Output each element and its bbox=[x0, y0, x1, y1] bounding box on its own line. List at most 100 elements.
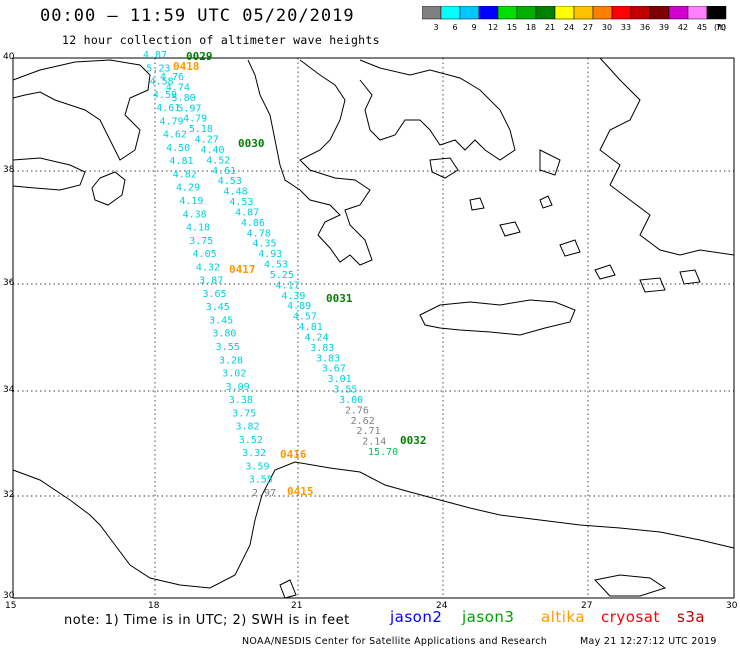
legend-jason2: jason2 bbox=[390, 608, 443, 626]
coastlines bbox=[12, 57, 735, 599]
wave-height-value: 3.65 bbox=[202, 289, 226, 300]
wave-height-value: 3.80 bbox=[212, 329, 236, 340]
pass-label: 0416 bbox=[280, 448, 307, 461]
legend-s3a: s3a bbox=[677, 608, 706, 626]
lon-label-18: 18 bbox=[148, 601, 160, 611]
wave-height-value: 3.59 bbox=[245, 461, 269, 472]
pass-label: 0418 bbox=[173, 60, 200, 73]
wave-height-value: 4.40 bbox=[200, 145, 224, 156]
colorbar-tick: 36 bbox=[640, 23, 650, 32]
wave-height-value: 4.53 bbox=[229, 197, 253, 208]
wave-height-value: 5.80 bbox=[172, 93, 196, 104]
lon-label-24: 24 bbox=[436, 601, 448, 611]
lon-label-15: 15 bbox=[5, 601, 17, 611]
lat-label-38: 38 bbox=[3, 165, 15, 175]
wave-height-value: 2.14 bbox=[362, 437, 386, 448]
wave-height-value: 4.53 bbox=[218, 176, 242, 187]
track-a-values: 4.875.234.584.594.614.794.624.504.814.82… bbox=[143, 50, 276, 499]
wave-height-value: 3.45 bbox=[209, 315, 233, 326]
wave-height-value: 4.81 bbox=[299, 322, 323, 333]
credit-line: NOAA/NESDIS Center for Satellite Applica… bbox=[242, 636, 548, 647]
wave-height-value: 4.57 bbox=[293, 312, 317, 323]
wave-height-value: 4.17 bbox=[276, 280, 300, 291]
wave-height-value: 5.25 bbox=[270, 270, 294, 281]
map-subtitle: 12 hour collection of altimeter wave hei… bbox=[62, 33, 380, 47]
colorbar-tick: 39 bbox=[659, 23, 669, 32]
wave-height-value: 4.27 bbox=[195, 135, 219, 146]
colorbar-tick: 42 bbox=[678, 23, 688, 32]
pass-label: 0415 bbox=[287, 485, 314, 498]
wave-height-value: 4.76 bbox=[160, 72, 184, 83]
lat-label-30: 30 bbox=[3, 591, 15, 601]
pass-label: 0417 bbox=[229, 263, 256, 276]
colorbar-tick: 27 bbox=[583, 23, 593, 32]
wave-height-value: 4.32 bbox=[196, 262, 220, 273]
wave-height-value: 3.38 bbox=[229, 395, 253, 406]
wave-height-value: 4.18 bbox=[186, 223, 210, 234]
wave-height-value: 4.59 bbox=[153, 90, 177, 101]
wave-height-value: 4.61 bbox=[156, 103, 180, 114]
wave-height-value: 4.74 bbox=[166, 82, 190, 93]
generated-timestamp: May 21 12:27:12 UTC 2019 bbox=[580, 636, 717, 647]
wave-height-value: 4.39 bbox=[281, 291, 305, 302]
wave-height-value: 4.61 bbox=[212, 166, 236, 177]
colorbar-tick: 9 bbox=[471, 23, 476, 32]
pass-label: 0029 bbox=[186, 50, 213, 63]
lat-label-34: 34 bbox=[3, 385, 15, 395]
colorbar-tick: 12 bbox=[488, 23, 498, 32]
wave-height-value: 3.01 bbox=[328, 374, 352, 385]
wave-height-value: 4.50 bbox=[166, 143, 190, 154]
wave-height-value: 4.62 bbox=[163, 130, 187, 141]
wave-height-value: 5.23 bbox=[146, 63, 170, 74]
wave-height-value: 4.79 bbox=[160, 116, 184, 127]
colorbar-tick: 15 bbox=[507, 23, 517, 32]
colorbar-tick: 24 bbox=[564, 23, 574, 32]
wave-height-value: 3.09 bbox=[226, 382, 250, 393]
wave-height-value: 3.32 bbox=[242, 448, 266, 459]
wave-height-colorbar: 3 6 9 12 15 18 21 24 27 30 33 36 39 42 45 70(ft) bbox=[422, 6, 727, 32]
wave-height-value: 5.97 bbox=[177, 103, 201, 114]
wave-height-value: 4.53 bbox=[264, 260, 288, 271]
wave-height-value: 3.02 bbox=[222, 369, 246, 380]
wave-height-value: 3.45 bbox=[206, 302, 230, 313]
wave-height-value: 3.75 bbox=[189, 236, 213, 247]
legend-cryosat: cryosat bbox=[601, 608, 660, 626]
colorbar-tick: 70 bbox=[716, 23, 726, 32]
wave-height-value: 3.28 bbox=[219, 355, 243, 366]
wave-height-value: 4.79 bbox=[183, 114, 207, 125]
wave-height-value: 4.86 bbox=[241, 218, 265, 229]
footer-note: note: 1) Time is in UTC; 2) SWH is in fe… bbox=[64, 613, 350, 628]
legend-altika: altika bbox=[541, 608, 586, 626]
wave-height-value: 4.87 bbox=[235, 207, 259, 218]
colorbar-tick: 33 bbox=[621, 23, 631, 32]
wave-height-value: 3.55 bbox=[333, 385, 357, 396]
wave-height-value: 4.52 bbox=[206, 155, 230, 166]
colorbar-tick: 3 bbox=[433, 23, 438, 32]
colorbar-tick: 21 bbox=[545, 23, 555, 32]
wave-height-value: 3.75 bbox=[232, 408, 256, 419]
wave-height-value: 3.52 bbox=[239, 435, 263, 446]
wave-height-value: 4.58 bbox=[150, 77, 174, 88]
wave-height-value: 4.89 bbox=[287, 301, 311, 312]
wave-height-value: 3.67 bbox=[322, 364, 346, 375]
colorbar-tick: 45 bbox=[697, 23, 707, 32]
wave-height-value: 4.93 bbox=[258, 249, 282, 260]
wave-height-value: 2.71 bbox=[356, 426, 380, 437]
wave-height-value: 3.83 bbox=[310, 343, 334, 354]
colorbar-tick: 6 bbox=[452, 23, 457, 32]
wave-height-value: 4.87 bbox=[143, 50, 167, 61]
wave-height-value: 3.00 bbox=[339, 395, 363, 406]
wave-height-value: 3.87 bbox=[199, 276, 223, 287]
wave-height-value: 4.35 bbox=[252, 239, 276, 250]
pass-label: 0030 bbox=[238, 137, 265, 150]
colorbar-tick: 30 bbox=[602, 23, 612, 32]
wave-height-value: 3.83 bbox=[316, 353, 340, 364]
wave-height-value: 4.05 bbox=[193, 249, 217, 260]
wave-height-value: 2.62 bbox=[351, 416, 375, 427]
lat-label-40: 40 bbox=[3, 52, 15, 62]
map-frame bbox=[12, 57, 735, 599]
wave-height-value: 4.82 bbox=[173, 169, 197, 180]
lon-label-27: 27 bbox=[581, 601, 593, 611]
